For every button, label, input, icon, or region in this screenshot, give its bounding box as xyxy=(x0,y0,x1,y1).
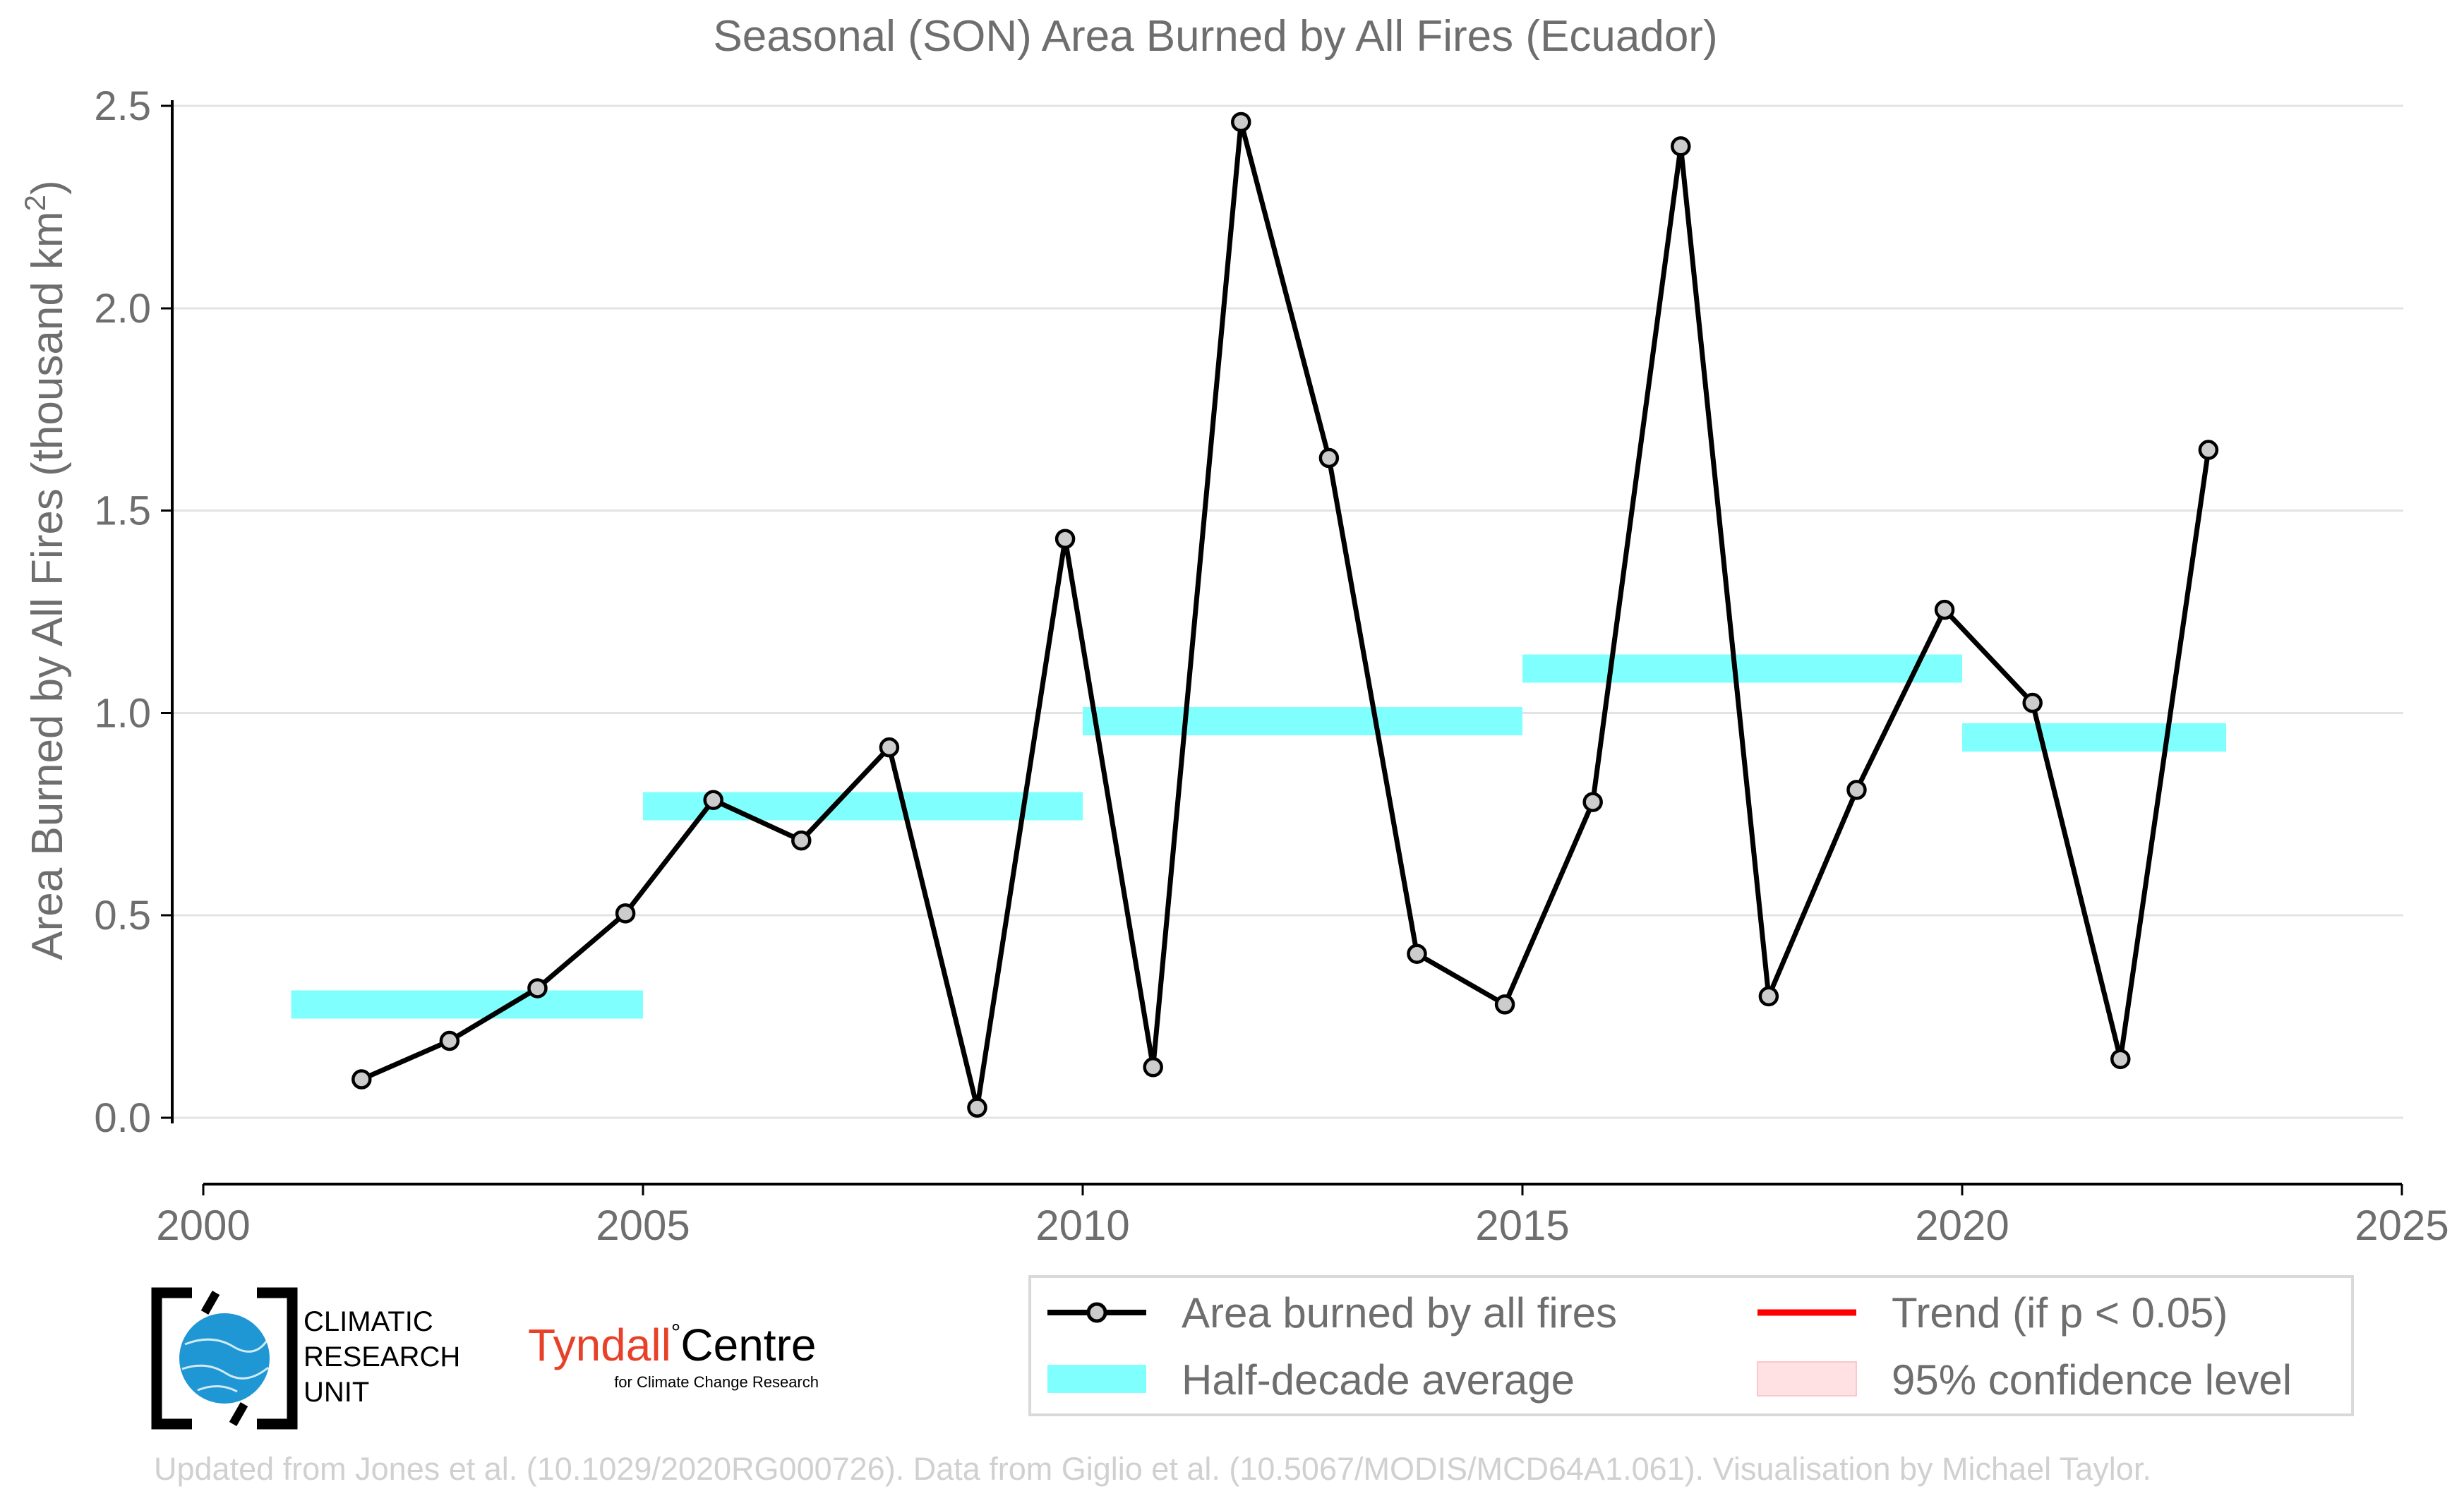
y-tick-label: 1.5 xyxy=(94,488,151,534)
half-decade-bar xyxy=(1962,723,2226,752)
y-tick-label: 2.0 xyxy=(94,286,151,332)
cru-logo-left-bracket xyxy=(151,1287,192,1430)
data-point xyxy=(1582,792,1603,812)
series-area-burned xyxy=(360,119,2211,1111)
data-point xyxy=(791,830,812,851)
axes: 0.0 0.5 1.0 1.5 2.0 2.5 2000 2005 2010 2015 2020 20… xyxy=(94,83,2448,1249)
data-point xyxy=(1758,986,1779,1007)
legend-label-confidence: 95% confidence level xyxy=(1892,1356,2292,1404)
data-point xyxy=(439,1030,460,1051)
legend: Area burned by all fires Trend (if p < 0… xyxy=(1028,1275,2354,1416)
data-point xyxy=(527,978,548,999)
x-tick-label: 2015 xyxy=(1475,1202,1569,1249)
x-tick-label: 2025 xyxy=(2355,1202,2448,1249)
data-point xyxy=(1318,447,1340,469)
series-line xyxy=(360,119,2211,1111)
tyndall-centre-word: Centre xyxy=(680,1320,816,1370)
tyndall-subtitle: for Climate Change Research xyxy=(614,1373,819,1391)
y-axis-label: Area Burned by All Fires (thousand km2) xyxy=(18,180,72,960)
data-point xyxy=(1231,111,1251,133)
legend-item-half-decade: Half-decade average xyxy=(1047,1356,1575,1404)
x-tick-label: 2005 xyxy=(596,1202,690,1249)
data-point xyxy=(351,1069,372,1090)
legend-item-confidence: 95% confidence level xyxy=(1757,1356,2292,1404)
legend-item-area-burned: Area burned by all fires xyxy=(1047,1289,1617,1337)
data-point xyxy=(1407,943,1427,964)
y-tick-label: 0.5 xyxy=(94,893,151,939)
data-point xyxy=(615,903,636,924)
y-tick-label: 0.0 xyxy=(94,1095,151,1141)
cru-logo: CLIMATIC RESEARCH UNIT xyxy=(151,1287,460,1430)
footer-credit: Updated from Jones et al. (10.1029/2020R… xyxy=(154,1451,2151,1487)
data-point xyxy=(2110,1049,2131,1070)
data-point xyxy=(2198,440,2219,460)
tyndall-logo: Tyndall°Centre for Climate Change Resear… xyxy=(528,1320,819,1391)
chart-title: Seasonal (SON) Area Burned by All Fires … xyxy=(713,12,1717,61)
half-decade-bar xyxy=(1522,654,1962,683)
legend-confidence-swatch xyxy=(1757,1361,1857,1397)
legend-marker-swatch xyxy=(1086,1302,1107,1323)
legend-box xyxy=(1028,1275,2354,1416)
data-point xyxy=(1143,1057,1163,1078)
x-tick-label: 2000 xyxy=(156,1202,250,1249)
cru-globe-icon xyxy=(179,1313,270,1404)
legend-item-trend: Trend (if p < 0.05) xyxy=(1757,1289,2228,1337)
legend-label-trend: Trend (if p < 0.05) xyxy=(1892,1289,2228,1337)
data-point xyxy=(1671,136,1691,157)
x-tick-label: 2010 xyxy=(1035,1202,1129,1249)
y-axis-label-superscript: 2 xyxy=(18,195,52,211)
cru-globe-lines xyxy=(181,1338,269,1393)
half-decade-bar xyxy=(291,990,643,1019)
tyndall-degree: ° xyxy=(671,1320,681,1346)
half-decade-bar xyxy=(1083,706,1522,735)
y-tick-label: 1.0 xyxy=(94,690,151,736)
cru-logo-right-bracket xyxy=(257,1287,298,1430)
legend-label-area-burned: Area burned by all fires xyxy=(1182,1289,1617,1337)
legend-half-decade-swatch xyxy=(1047,1365,1146,1393)
cru-text-line-3: UNIT xyxy=(304,1377,369,1408)
data-point xyxy=(1934,599,1955,620)
y-axis-label-main: Area Burned by All Fires (thousand km xyxy=(23,211,72,960)
tyndall-logo-name: Tyndall°Centre xyxy=(528,1320,816,1370)
cru-text-line-2: RESEARCH xyxy=(304,1341,460,1373)
data-point xyxy=(703,790,723,810)
cru-text-line-1: CLIMATIC xyxy=(304,1306,433,1337)
data-point xyxy=(2022,692,2043,713)
cru-logo-slashes xyxy=(200,1291,248,1426)
data-point xyxy=(1846,780,1867,800)
legend-label-half-decade: Half-decade average xyxy=(1182,1356,1575,1404)
data-point xyxy=(1494,994,1515,1015)
series-area-burned-points xyxy=(351,111,2219,1118)
data-point xyxy=(1054,529,1076,550)
y-axis-label-suffix: ) xyxy=(23,180,72,195)
x-tick-label: 2020 xyxy=(1915,1202,2009,1249)
y-tick-label: 2.5 xyxy=(94,83,151,129)
data-point xyxy=(879,737,900,758)
tyndall-word: Tyndall xyxy=(528,1320,671,1370)
data-point xyxy=(967,1097,987,1118)
